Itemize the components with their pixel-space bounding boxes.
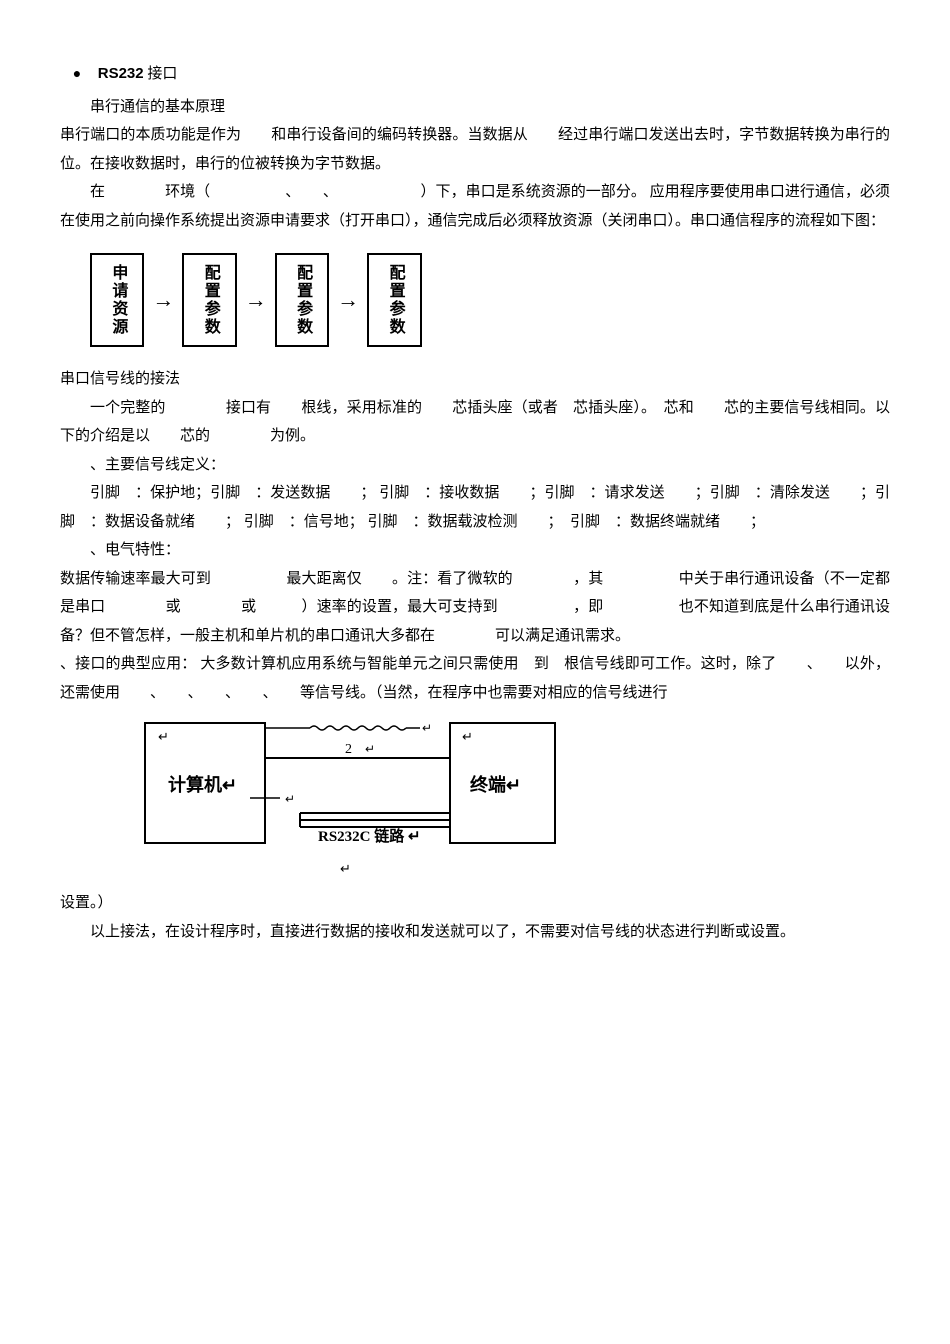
paragraph-1: 串行端口的本质功能是作为 和串行设备间的编码转换器。当数据从 经过串行端口发送出… — [60, 121, 890, 178]
left-box-label: 计算机↵ — [168, 774, 237, 795]
paragraph-5: 、主要信号线定义： — [60, 451, 890, 480]
flow-box-3: 配置参数 — [275, 253, 329, 347]
paragraph-6: 引脚 ：保护地；引脚 ：发送数据 ； 引脚 ：接收数据 ；引脚 ：请求发送 ；引… — [60, 479, 890, 536]
cr-mark: ↵ — [285, 792, 295, 806]
title-suffix: 接口 — [147, 66, 177, 82]
line2-label: 2 — [345, 742, 352, 757]
rs232-svg: ↵ 计算机↵ ↵ 终端↵ ↵ 2 ↵ ↵ RS232C 链路 ↵ ↵ — [140, 713, 560, 883]
flow-diagram: 申请资源 → 配置参数 → 配置参数 → 配置参数 — [90, 253, 890, 347]
paragraph-9-pre: 、接口的典型应用： 大多数计算机应用系统与智能单元之间只需使用 到 根信号线即可… — [60, 650, 890, 707]
cr-mark: ↵ — [365, 742, 375, 756]
title-bold: RS232 — [98, 65, 144, 82]
cr-mark: ↵ — [340, 861, 351, 876]
bullet-icon: ● — [60, 62, 94, 89]
paragraph-8: 数据传输速率最大可到 最大距离仅 。注：看了微软的 ，其 中关于串行通讯设备（不… — [60, 565, 890, 651]
arrow-icon: → — [245, 279, 267, 321]
flow-box-1: 申请资源 — [90, 253, 144, 347]
cr-mark: ↵ — [158, 729, 169, 744]
arrow-icon: → — [337, 279, 359, 321]
flow-box-4: 配置参数 — [367, 253, 421, 347]
arrow-icon: → — [152, 279, 174, 321]
paragraph-9-post: 设置。） — [60, 889, 890, 918]
paragraph-7: 、电气特性： — [60, 536, 890, 565]
cr-mark: ↵ — [422, 721, 432, 735]
paragraph-4: 一个完整的 接口有 根线，采用标准的 芯插头座（或者 芯插头座）。 芯和 芯的主… — [60, 394, 890, 451]
title-line: ● RS232 接口 — [60, 60, 890, 89]
link-label: RS232C 链路 ↵ — [318, 827, 421, 845]
subtitle: 串行通信的基本原理 — [60, 93, 890, 122]
rs232-diagram: ↵ 计算机↵ ↵ 终端↵ ↵ 2 ↵ ↵ RS232C 链路 ↵ ↵ — [140, 713, 560, 883]
flow-box-2: 配置参数 — [182, 253, 236, 347]
paragraph-2: 在 环境（ 、 、 ）下，串口是系统资源的一部分。 应用程序要使用串口进行通信，… — [60, 178, 890, 235]
paragraph-3: 串口信号线的接法 — [60, 365, 890, 394]
paragraph-10: 以上接法，在设计程序时，直接进行数据的接收和发送就可以了，不需要对信号线的状态进… — [60, 918, 890, 947]
cr-mark: ↵ — [462, 729, 473, 744]
right-box-label: 终端↵ — [470, 774, 521, 795]
